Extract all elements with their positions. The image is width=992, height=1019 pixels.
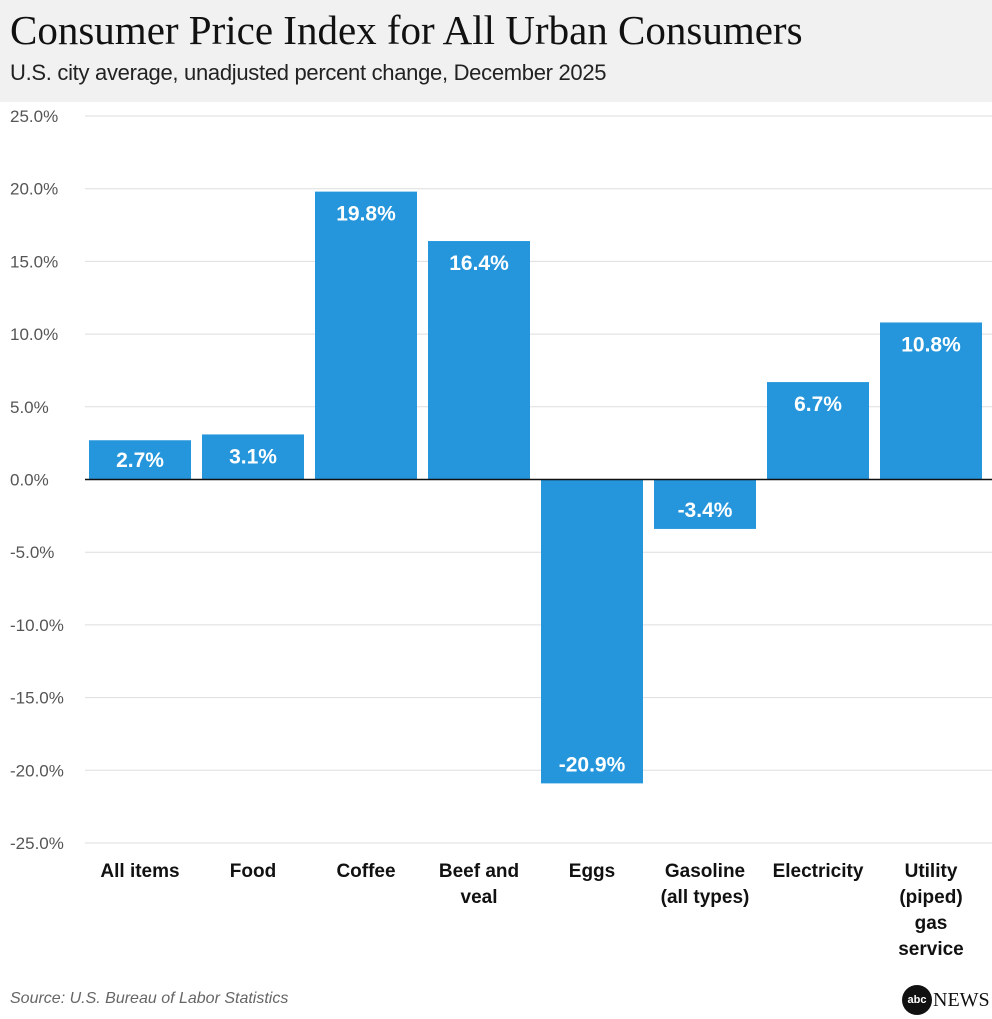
x-tick-label: gas [915,913,948,934]
x-tick-label: service [898,939,964,960]
abc-logo-circle: abc [902,985,932,1015]
x-tick-label: Beef and [439,861,519,882]
x-tick-label: Utility [905,861,958,882]
x-tick-label: veal [461,887,498,908]
data-label: 19.8% [336,203,396,226]
data-label: -20.9% [559,753,626,776]
bar-food [202,434,304,480]
data-label: 2.7% [116,449,164,472]
y-tick-label: 20.0% [10,180,58,199]
x-tick-label: Eggs [569,861,615,882]
chart-header: Consumer Price Index for All Urban Consu… [0,0,992,102]
y-tick-label: 5.0% [10,398,49,417]
data-label: 16.4% [449,252,509,275]
news-logo-text: NEWS [933,988,990,1011]
data-label: 10.8% [901,333,961,356]
data-label: -3.4% [678,499,733,522]
y-tick-label: -15.0% [10,689,64,708]
source-note: Source: U.S. Bureau of Labor Statistics [10,990,289,1007]
x-tick-label: All items [100,861,179,882]
chart-subtitle: U.S. city average, unadjusted percent ch… [10,60,607,85]
x-tick-label: Coffee [336,861,395,882]
y-tick-label: -20.0% [10,761,64,780]
data-label: 3.1% [229,445,277,468]
y-tick-label: 15.0% [10,252,58,271]
y-tick-label: 0.0% [10,471,49,490]
x-tick-label: Electricity [773,861,864,882]
bar-eggs [541,479,643,784]
bar-utility-piped-gas-service [880,322,982,480]
chart-title: Consumer Price Index for All Urban Consu… [10,7,803,53]
abc-news-logo: abc NEWS [902,985,990,1015]
bar-all-items [89,440,191,480]
bar-beef-and-veal [428,241,530,480]
x-tick-label: (all types) [661,887,750,908]
bar-coffee [315,191,417,480]
bar-gasoline-all-types- [654,479,756,529]
x-tick-label: (piped) [899,887,962,908]
y-tick-label: 25.0% [10,107,58,126]
y-tick-label: -10.0% [10,616,64,635]
x-tick-label: Gasoline [665,861,745,882]
y-tick-label: -25.0% [10,834,64,853]
y-tick-label: 10.0% [10,325,58,344]
y-tick-label: -5.0% [10,543,54,562]
data-label: 6.7% [794,393,842,416]
bar-electricity [767,382,869,480]
x-tick-label: Food [230,861,276,882]
